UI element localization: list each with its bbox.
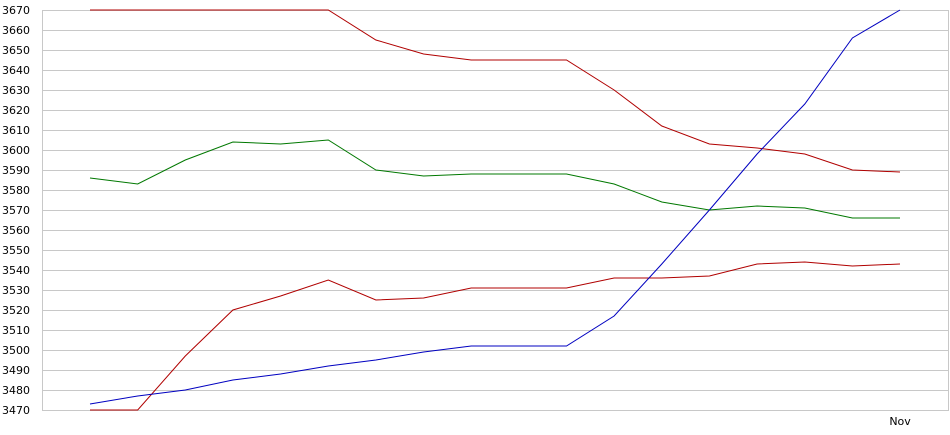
series-line-1 [90,9,901,173]
y-tick-label: 3550 [2,244,30,257]
y-tick-label: 3510 [2,324,30,337]
y-tick-label: 3470 [2,404,30,417]
y-tick-label: 3630 [2,84,30,97]
y-tick-label: 3590 [2,164,30,177]
y-tick-label: 3530 [2,284,30,297]
y-tick-label: 3670 [2,4,30,17]
series-line-4 [89,9,901,405]
y-tick-label: 3560 [2,224,30,237]
y-tick-label: 3580 [2,184,30,197]
y-tick-label: 3480 [2,384,30,397]
y-tick-label: 3610 [2,124,30,137]
y-tick-label: 3490 [2,364,30,377]
axes [42,10,949,410]
y-tick-label: 3540 [2,264,30,277]
x-tick-label: Nov [889,415,911,428]
y-tick-labels: 3470 3480 3490 3500 3510 3520 3530 3540 3550 3560… [2,4,30,417]
series-lines [89,9,901,411]
x-tick-labels: Nov [889,415,911,428]
y-tick-label: 3500 [2,344,30,357]
y-tick-label: 3570 [2,204,30,217]
series-line-3 [90,261,901,411]
series-line-2 [89,139,900,219]
y-tick-label: 3640 [2,64,30,77]
y-tick-label: 3520 [2,304,30,317]
y-tick-label: 3650 [2,44,30,57]
gridlines [42,10,949,411]
y-tick-label: 3660 [2,24,30,37]
y-tick-label: 3600 [2,144,30,157]
y-tick-label: 3620 [2,104,30,117]
